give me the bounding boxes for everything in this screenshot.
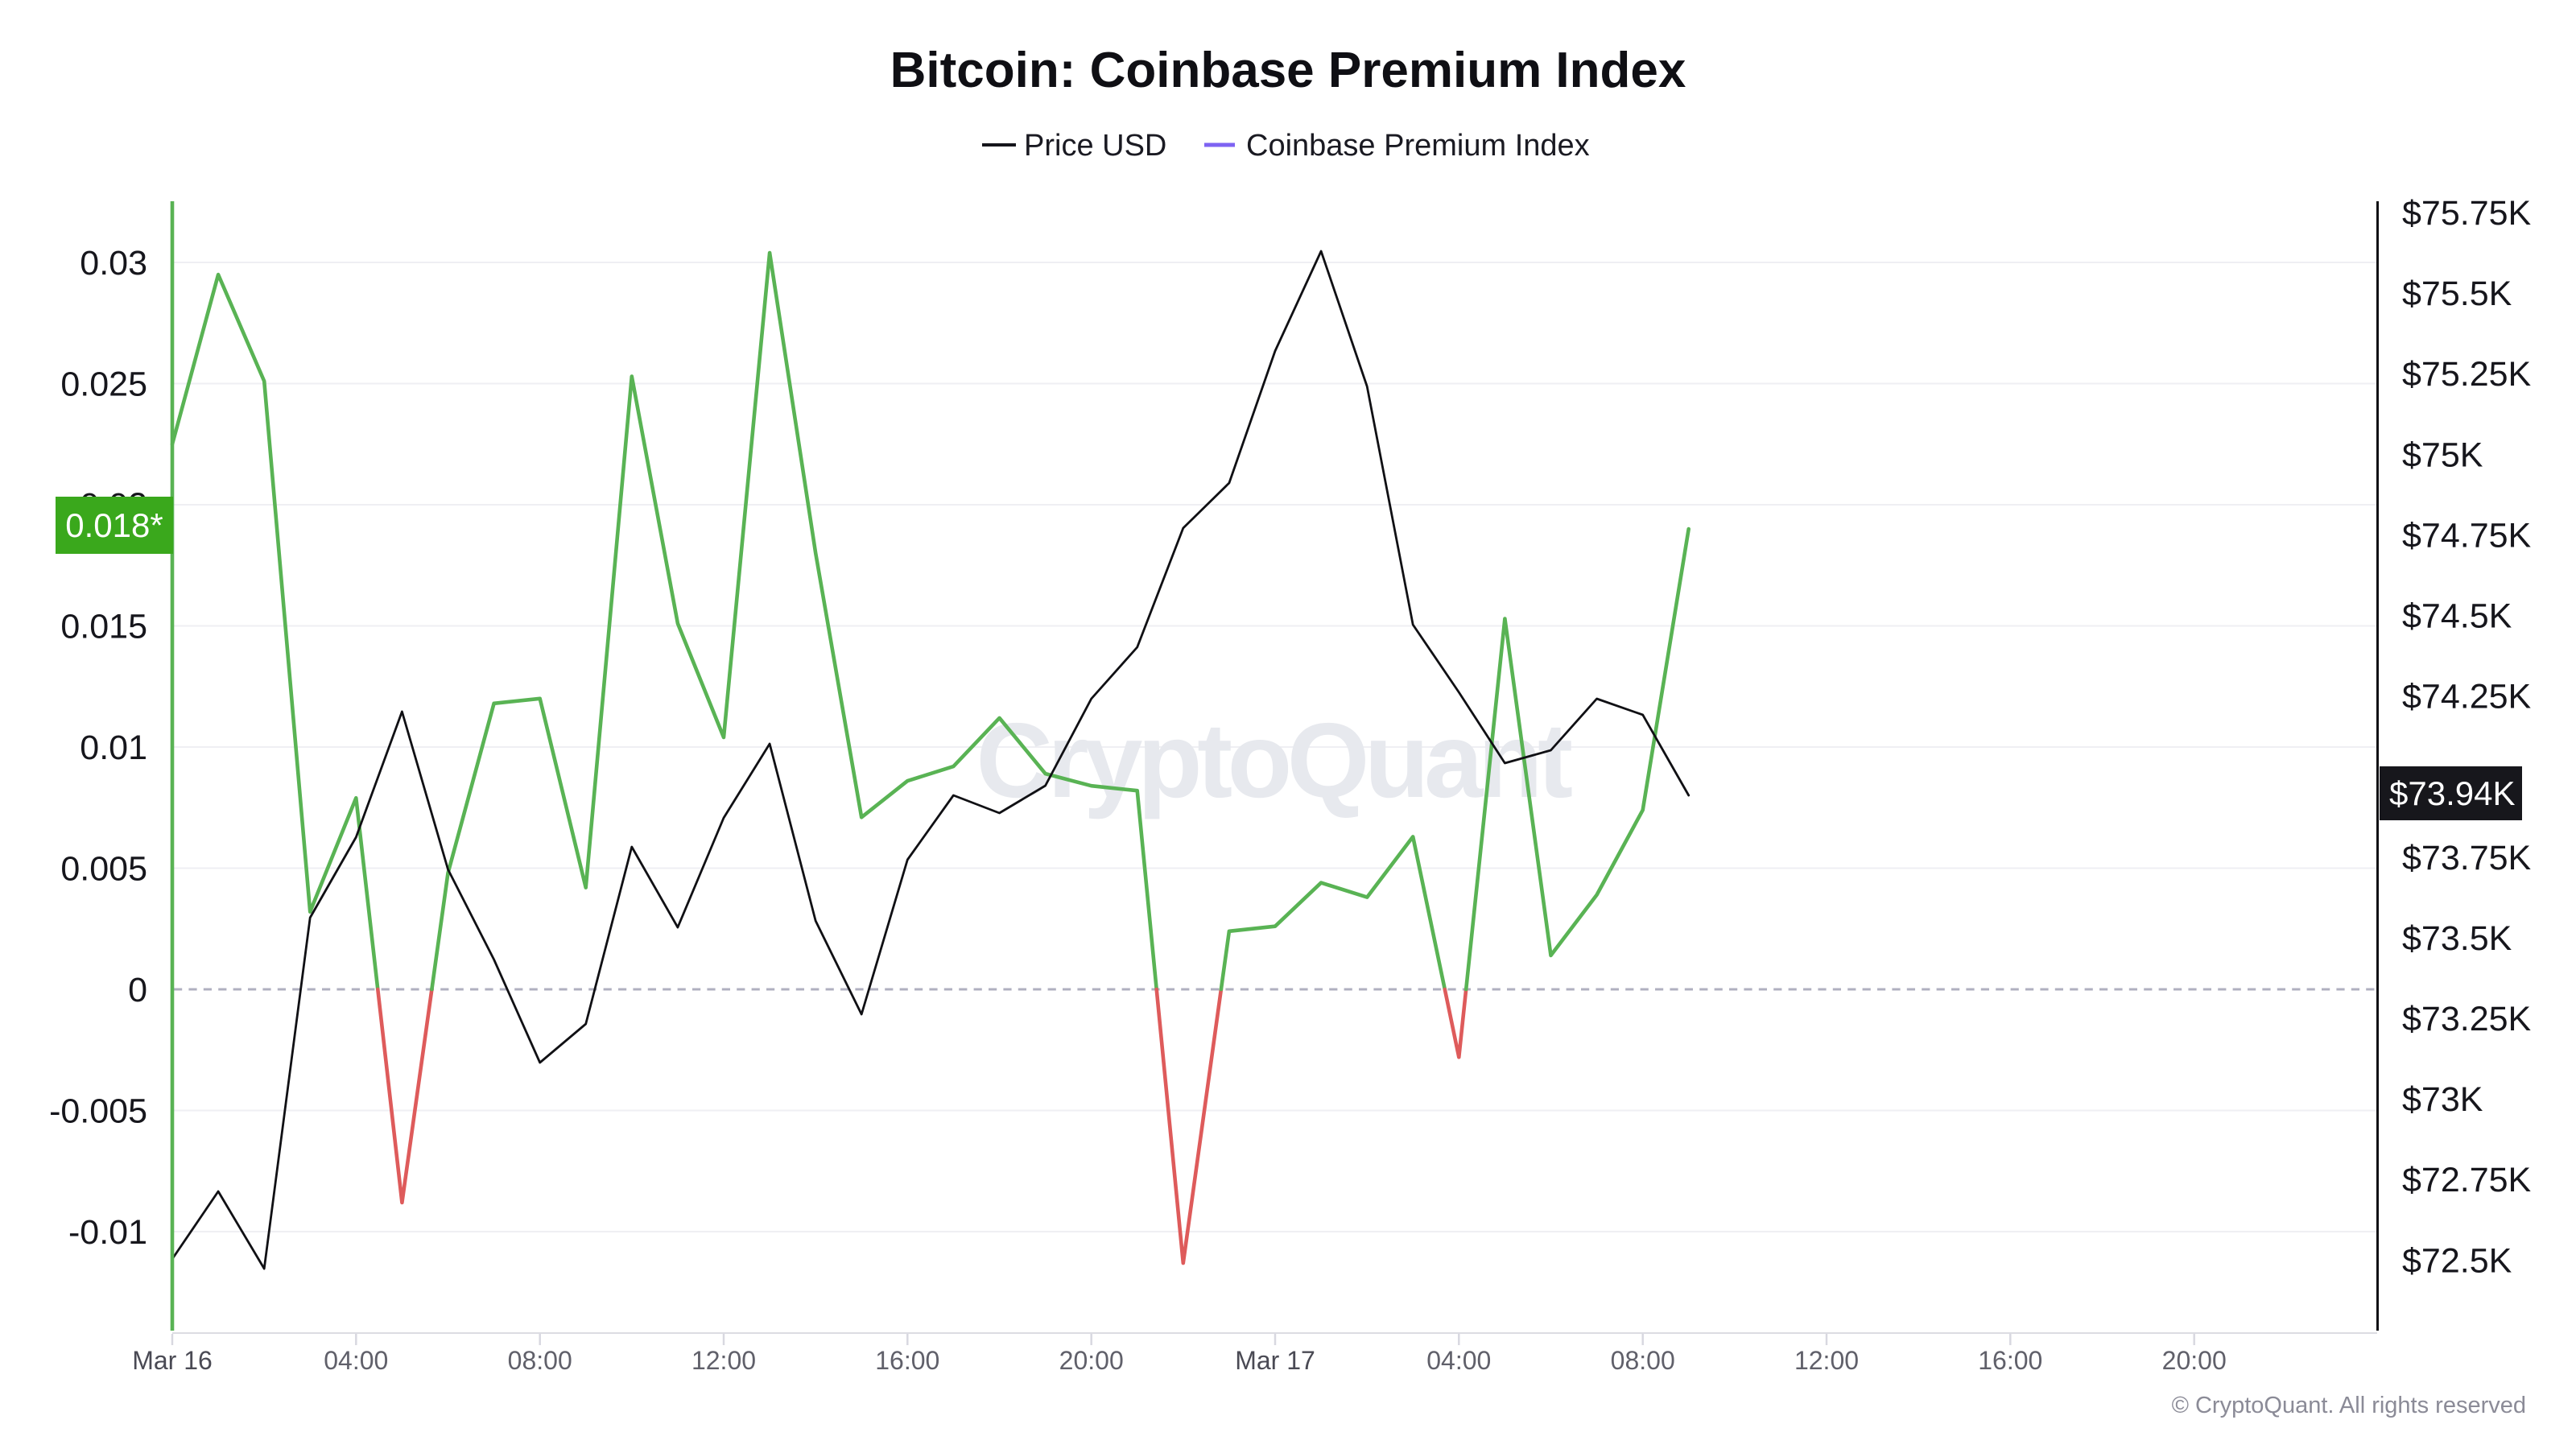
svg-text:04:00: 04:00 <box>1426 1346 1491 1375</box>
svg-text:0.01: 0.01 <box>80 729 147 767</box>
svg-text:0: 0 <box>128 971 147 1009</box>
svg-text:$72.5K: $72.5K <box>2402 1241 2512 1280</box>
svg-text:08:00: 08:00 <box>1611 1346 1675 1375</box>
svg-text:20:00: 20:00 <box>2162 1346 2227 1375</box>
svg-text:$74.25K: $74.25K <box>2402 678 2532 716</box>
svg-text:16:00: 16:00 <box>875 1346 939 1375</box>
svg-text:$73.94K: $73.94K <box>2389 774 2515 812</box>
svg-text:0.005: 0.005 <box>60 850 147 889</box>
svg-text:$75K: $75K <box>2402 435 2483 474</box>
svg-text:$73.25K: $73.25K <box>2402 1000 2532 1038</box>
svg-text:08:00: 08:00 <box>508 1346 572 1375</box>
svg-text:20:00: 20:00 <box>1059 1346 1124 1375</box>
svg-text:Mar 17: Mar 17 <box>1235 1346 1315 1375</box>
svg-text:12:00: 12:00 <box>691 1346 756 1375</box>
svg-text:$73.5K: $73.5K <box>2402 919 2512 958</box>
svg-text:Coinbase Premium Index: Coinbase Premium Index <box>1246 129 1590 163</box>
svg-text:0.025: 0.025 <box>60 365 147 404</box>
svg-text:Price USD: Price USD <box>1024 129 1166 163</box>
svg-text:16:00: 16:00 <box>1978 1346 2042 1375</box>
svg-text:CryptoQuant: CryptoQuant <box>976 701 1572 819</box>
svg-text:0.03: 0.03 <box>80 244 147 283</box>
svg-text:$72.75K: $72.75K <box>2402 1161 2532 1199</box>
svg-text:0.018*: 0.018* <box>65 506 163 544</box>
svg-text:$75.25K: $75.25K <box>2402 355 2532 394</box>
svg-text:© CryptoQuant. All rights rese: © CryptoQuant. All rights reserved <box>2172 1393 2526 1418</box>
svg-text:$75.5K: $75.5K <box>2402 275 2512 313</box>
svg-text:$75.75K: $75.75K <box>2402 194 2532 233</box>
svg-text:04:00: 04:00 <box>324 1346 388 1375</box>
svg-text:$74.5K: $74.5K <box>2402 597 2512 636</box>
svg-text:$73.75K: $73.75K <box>2402 839 2532 877</box>
svg-text:$74.75K: $74.75K <box>2402 516 2532 555</box>
svg-text:12:00: 12:00 <box>1794 1346 1859 1375</box>
svg-text:0.015: 0.015 <box>60 608 147 646</box>
svg-text:-0.01: -0.01 <box>68 1213 147 1252</box>
svg-text:-0.005: -0.005 <box>49 1092 147 1131</box>
svg-text:Bitcoin: Coinbase Premium Inde: Bitcoin: Coinbase Premium Index <box>890 43 1686 98</box>
svg-text:Mar 16: Mar 16 <box>132 1346 213 1375</box>
svg-text:$73K: $73K <box>2402 1080 2483 1119</box>
